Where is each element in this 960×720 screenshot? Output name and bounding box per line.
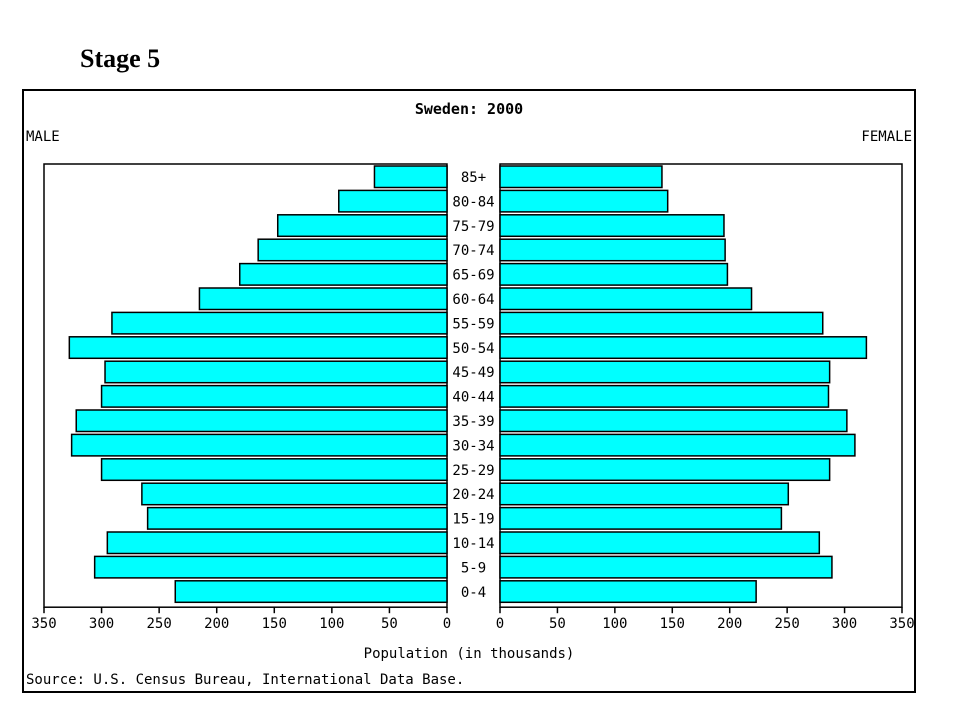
male-axis-tick-label: 50 <box>381 616 398 632</box>
female-bar <box>499 238 726 262</box>
source-note: Source: U.S. Census Bureau, Internationa… <box>26 672 464 688</box>
x-axis-label: Population (in thousands) <box>364 646 575 662</box>
age-group-label: 25-29 <box>452 463 494 479</box>
male-bar <box>146 506 448 530</box>
female-axis-tick-label: 100 <box>602 616 627 632</box>
male-bar <box>174 580 448 604</box>
male-axis-tick-label: 0 <box>443 616 451 632</box>
female-bar <box>499 506 783 530</box>
female-axis-tick-label: 250 <box>774 616 799 632</box>
male-bar <box>338 189 448 213</box>
female-axis-tick-label: 50 <box>549 616 566 632</box>
age-group-label: 40-44 <box>452 390 494 406</box>
female-axis-tick-label: 350 <box>889 616 914 632</box>
age-group-label: 5-9 <box>461 560 486 576</box>
age-group-label: 80-84 <box>452 194 494 210</box>
female-axis-tick-label: 200 <box>717 616 742 632</box>
female-bar <box>499 409 848 433</box>
female-bar <box>499 458 831 482</box>
population-pyramid-chart: Sweden: 2000 MALE FEMALE Population (in … <box>26 100 914 688</box>
male-axis-tick-label: 100 <box>319 616 344 632</box>
female-bar <box>499 531 821 555</box>
female-bar <box>499 336 868 360</box>
male-axis-tick-label: 250 <box>146 616 171 632</box>
age-group-label: 20-24 <box>452 487 494 503</box>
male-axis-tick-label: 150 <box>262 616 287 632</box>
female-bar <box>499 433 856 457</box>
female-axis-tick-label: 0 <box>496 616 504 632</box>
female-bar <box>499 262 729 286</box>
age-group-label: 70-74 <box>452 243 494 259</box>
male-bar <box>111 311 448 335</box>
female-axis-tick-label: 300 <box>832 616 857 632</box>
female-label: FEMALE <box>861 129 912 145</box>
female-bar <box>499 214 725 238</box>
female-bar <box>499 482 790 506</box>
age-group-label: 0-4 <box>461 585 486 601</box>
male-bar <box>100 458 448 482</box>
age-group-label: 10-14 <box>452 536 494 552</box>
age-group-label: 15-19 <box>452 512 494 528</box>
male-bar <box>106 531 448 555</box>
age-group-label: 55-59 <box>452 316 494 332</box>
female-bar <box>499 555 833 579</box>
female-bar <box>499 311 824 335</box>
male-bar <box>100 384 448 408</box>
female-axis-tick-label: 150 <box>660 616 685 632</box>
male-bar <box>141 482 448 506</box>
male-axis-tick-label: 350 <box>31 616 56 632</box>
age-group-label: 50-54 <box>452 341 494 357</box>
age-group-label: 85+ <box>461 170 486 186</box>
age-group-label: 65-69 <box>452 268 494 284</box>
female-bar <box>499 384 830 408</box>
chart-title: Sweden: 2000 <box>415 100 523 118</box>
slide-title: Stage 5 <box>80 44 161 73</box>
age-group-label: 75-79 <box>452 219 494 235</box>
male-bar <box>276 214 448 238</box>
age-group-label: 60-64 <box>452 292 494 308</box>
female-bar <box>499 580 757 604</box>
male-label: MALE <box>26 129 60 145</box>
male-bar <box>238 262 448 286</box>
male-bar <box>70 433 448 457</box>
pyramid-chart-frame: Sweden: 2000 MALE FEMALE Population (in … <box>22 89 916 693</box>
age-group-label: 45-49 <box>452 365 494 381</box>
male-bar <box>373 165 448 189</box>
male-axis-tick-label: 300 <box>89 616 114 632</box>
male-bar <box>68 336 448 360</box>
male-bar <box>75 409 448 433</box>
age-group-label: 35-39 <box>452 414 494 430</box>
male-bar <box>93 555 448 579</box>
female-bar <box>499 189 669 213</box>
age-group-label: 30-34 <box>452 438 494 454</box>
female-bar <box>499 287 753 311</box>
male-axis-tick-label: 200 <box>204 616 229 632</box>
female-bar <box>499 165 663 189</box>
male-bar <box>257 238 448 262</box>
female-bar <box>499 360 831 384</box>
male-bar <box>104 360 448 384</box>
male-bar <box>198 287 448 311</box>
